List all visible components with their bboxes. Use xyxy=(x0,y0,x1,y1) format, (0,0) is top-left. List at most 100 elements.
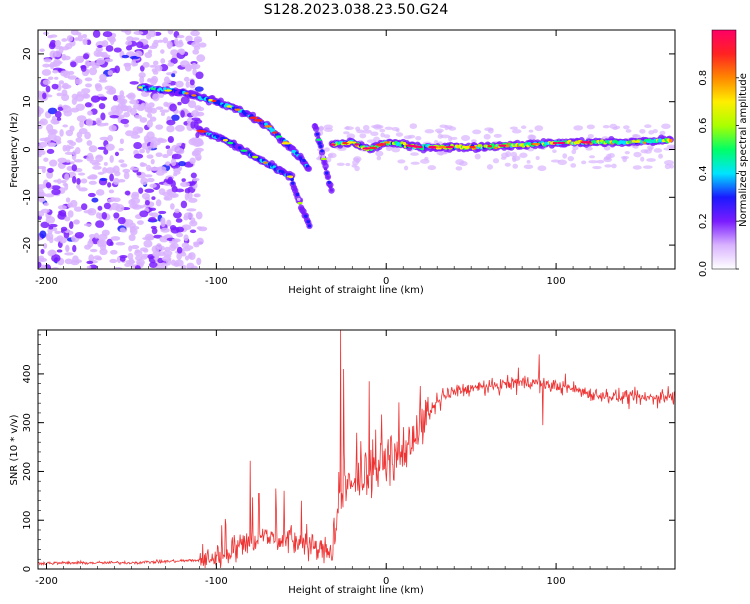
spectrogram-cell xyxy=(86,265,92,269)
spectrogram-cell xyxy=(166,148,173,157)
spectrogram-cell xyxy=(136,220,144,225)
spectrogram-cell xyxy=(74,232,85,239)
spectrogram-cell xyxy=(180,264,187,269)
spectrogram-cell xyxy=(98,103,106,110)
spectrogram-cell xyxy=(47,167,54,173)
spectrogram-cell xyxy=(149,183,157,188)
spectrogram-cell xyxy=(132,126,143,134)
spectrogram-cell xyxy=(550,159,561,163)
spectrogram-cell xyxy=(172,153,182,160)
spectrogram-cell xyxy=(109,241,114,246)
spectrogram-cell xyxy=(113,47,122,53)
spectrogram-cell xyxy=(194,193,201,198)
spectrogram-cell xyxy=(314,126,318,130)
spectrogram-cell xyxy=(99,73,107,82)
spectrogram-cell xyxy=(176,246,183,254)
spectrogram-cell xyxy=(166,40,173,49)
spectrogram-cell xyxy=(170,259,176,266)
spectrogram-cell xyxy=(102,167,108,174)
spectrogram-cell xyxy=(175,80,184,88)
spectrogram-cell xyxy=(632,165,642,170)
spectrogram-cell xyxy=(196,129,205,132)
spectrogram-cell xyxy=(82,53,90,60)
spectrogram-cell xyxy=(189,229,197,234)
spectrogram-cell xyxy=(88,67,98,76)
spectrogram-cell xyxy=(91,197,99,203)
x-tick-label: -100 xyxy=(205,276,228,287)
spectrogram-cell xyxy=(570,163,577,168)
spectrogram-cell xyxy=(462,145,471,149)
x-tick-label: -200 xyxy=(35,576,58,587)
spectrogram-cell xyxy=(162,83,171,87)
spectrogram-cell xyxy=(152,251,161,257)
spectrogram-cell xyxy=(62,70,71,79)
spectrogram-cell xyxy=(155,106,164,110)
spectrogram-cell xyxy=(171,114,180,121)
spectrogram-cell xyxy=(471,139,477,143)
spectrogram-cell xyxy=(163,101,169,107)
spectrogram-cell xyxy=(119,138,125,145)
spectrogram-cell xyxy=(567,156,575,162)
spectrogram-cell xyxy=(93,255,102,260)
y-tick-label: 300 xyxy=(22,413,33,432)
spectrogram-cell xyxy=(133,141,142,150)
spectrogram-cell xyxy=(171,144,181,152)
spectrogram-cell xyxy=(160,58,166,64)
spectrogram-cell xyxy=(373,124,382,130)
spectrogram-cell xyxy=(40,197,46,203)
spectrogram-cell xyxy=(130,197,141,205)
spectrogram-cell xyxy=(146,131,155,140)
spectrogram-cell xyxy=(115,204,125,212)
spectrogram-x-ticks: -200 -100 0 100 xyxy=(35,30,676,287)
spectrogram-cell xyxy=(586,124,595,130)
spectrogram-cell xyxy=(84,77,93,82)
spectrogram-cell xyxy=(88,145,98,153)
x-tick-label: 100 xyxy=(547,576,566,587)
spectrogram-cell xyxy=(109,258,118,264)
spectrogram-cell xyxy=(155,124,164,130)
spectrogram-cell xyxy=(155,170,165,176)
spectrogram-cell xyxy=(152,60,159,66)
spectrogram-cell xyxy=(345,162,351,167)
spectrogram-cell xyxy=(73,159,83,163)
spectrogram-cell xyxy=(139,148,145,154)
spectrogram-cell xyxy=(450,136,458,140)
x-tick-label: -200 xyxy=(35,276,58,287)
spectrogram-cell xyxy=(306,166,311,171)
spectrogram-cell xyxy=(129,99,140,105)
spectrogram-cell xyxy=(170,49,179,56)
spectrogram-cell xyxy=(74,78,83,85)
spectrogram-cell xyxy=(148,212,154,217)
spectrogram-cell xyxy=(40,208,50,214)
spectrogram-cell xyxy=(648,147,653,152)
spectrogram-cell xyxy=(345,126,350,130)
spectrogram-cell xyxy=(652,129,658,134)
x-tick-label: 0 xyxy=(383,576,389,587)
spectrogram-cell xyxy=(118,147,124,152)
spectrogram-cell xyxy=(196,237,204,245)
spectrogram-cell xyxy=(151,196,156,200)
spectrogram-cell xyxy=(61,46,70,51)
spectrogram-cell xyxy=(65,244,70,253)
spectrogram-cell xyxy=(375,143,386,146)
spectrogram-cell xyxy=(63,110,73,117)
spectrogram-cell xyxy=(238,146,242,150)
spectrogram-cell xyxy=(57,106,64,111)
spectrogram-cell xyxy=(175,218,183,223)
spectrogram-cell xyxy=(409,123,418,130)
spectrogram-cell xyxy=(109,155,114,163)
spectrogram-cell xyxy=(195,71,204,80)
spectrogram-cell xyxy=(159,235,169,243)
spectrogram-cell xyxy=(59,209,67,217)
spectrogram-cell xyxy=(67,145,75,149)
spectrogram-cell xyxy=(134,114,142,119)
spectrogram-cell xyxy=(86,155,95,162)
spectrogram-cell xyxy=(49,159,58,167)
spectrogram-cell xyxy=(48,226,54,230)
spectrogram-cell xyxy=(191,62,197,70)
spectrogram-cell xyxy=(328,185,333,189)
spectrogram-cell xyxy=(324,171,329,175)
spectrogram-cell xyxy=(216,99,221,103)
spectrogram-cell xyxy=(227,141,234,145)
spectrogram-cell xyxy=(130,244,140,250)
